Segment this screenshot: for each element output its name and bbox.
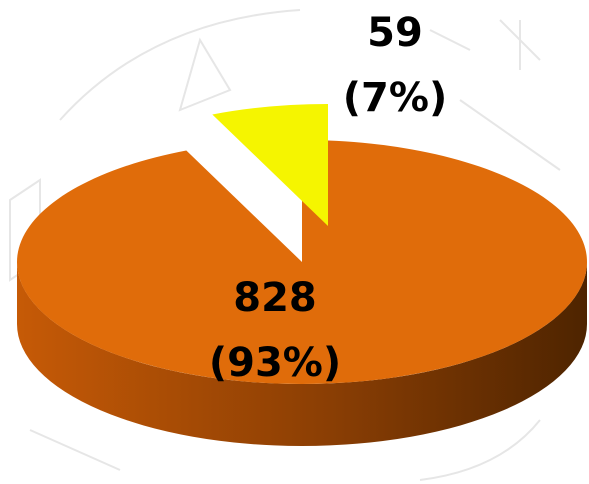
pie — [16, 104, 587, 446]
data-label: 828 — [233, 275, 317, 321]
percent-label: (93%) — [209, 340, 341, 386]
percent-label: (7%) — [343, 75, 447, 121]
slice-side — [17, 262, 587, 446]
slice-top — [16, 140, 587, 385]
data-label: 59 — [367, 10, 423, 56]
slice-top — [212, 104, 328, 226]
